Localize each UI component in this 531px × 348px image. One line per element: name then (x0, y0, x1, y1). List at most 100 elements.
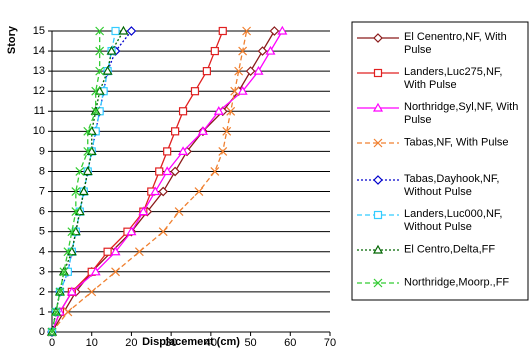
marker (75, 167, 85, 176)
marker (174, 207, 184, 217)
marker (158, 186, 169, 197)
y-tick-label: 3 (39, 266, 45, 278)
legend-label: Northridge,Syl,NF, With Pulse (404, 101, 519, 126)
legend-marker (373, 68, 383, 78)
marker (202, 67, 211, 76)
marker (218, 146, 228, 156)
legend-marker (373, 278, 383, 288)
y-tick-label: 6 (39, 206, 45, 218)
legend-marker (373, 138, 383, 148)
marker (55, 287, 65, 297)
y-tick-label: 14 (33, 45, 45, 57)
marker (234, 66, 244, 76)
marker (111, 267, 120, 277)
marker (126, 226, 137, 236)
series-line (51, 30, 125, 333)
marker (178, 107, 188, 116)
marker (158, 227, 168, 237)
series-line (51, 30, 132, 333)
marker (126, 26, 137, 36)
y-tick-label: 7 (39, 185, 45, 197)
marker (51, 307, 61, 317)
marker (171, 127, 180, 136)
marker (71, 207, 81, 217)
marker (277, 25, 288, 35)
series-line (51, 30, 283, 333)
marker (163, 147, 172, 156)
marker (237, 85, 248, 95)
x-tick-label: 30 (165, 337, 177, 348)
marker (178, 146, 189, 155)
marker (111, 26, 120, 36)
marker (138, 206, 149, 216)
marker (134, 247, 144, 257)
legend-label: Tabas,Dayhook,NF, Without Pulse (404, 173, 500, 198)
marker (210, 46, 219, 56)
marker (63, 247, 73, 257)
marker (226, 106, 236, 116)
legend-marker (373, 175, 383, 185)
marker (213, 106, 224, 115)
series-line (51, 31, 101, 333)
series-line (51, 30, 117, 333)
y-tick-label: 0 (39, 326, 45, 338)
legend-label: Northridge,Moorp.,FF (404, 276, 510, 289)
x-tick-label: 50 (244, 337, 256, 348)
marker (242, 26, 252, 36)
y-tick-label: 4 (39, 246, 45, 258)
x-tick-label: 70 (324, 337, 336, 348)
y-tick-label: 10 (33, 125, 45, 137)
marker (269, 26, 280, 36)
x-axis-title: Displacement (cm) (142, 336, 240, 348)
x-tick-label: 10 (86, 337, 98, 348)
marker (91, 106, 101, 116)
legend-marker (373, 210, 383, 220)
marker (103, 247, 112, 256)
legend-label: Landers,Luc000,NF, Without Pulse (404, 208, 503, 233)
y-tick-label: 12 (33, 85, 45, 97)
legend-label: Landers,Luc275,NF, With Pulse (404, 66, 503, 91)
marker (194, 187, 204, 196)
marker (118, 25, 129, 35)
marker (170, 166, 180, 177)
marker (83, 146, 93, 156)
y-tick-label: 1 (39, 306, 45, 318)
marker (90, 266, 101, 276)
marker (82, 166, 93, 176)
marker (265, 45, 276, 55)
marker (197, 126, 208, 135)
marker (95, 46, 105, 56)
legend-label: El Cenentro,NF, With Pulse (404, 31, 507, 56)
marker (150, 186, 161, 196)
marker (95, 26, 105, 36)
marker (63, 307, 73, 317)
marker (245, 66, 256, 76)
marker (162, 166, 173, 176)
x-tick-label: 60 (284, 337, 296, 348)
y-tick-label: 11 (34, 105, 45, 117)
marker (67, 227, 77, 237)
legend-label: Tabas,NF, With Pulse (404, 136, 509, 149)
marker (83, 126, 93, 136)
y-tick-label: 8 (39, 165, 45, 177)
marker (230, 86, 240, 96)
x-tick-label: 0 (49, 337, 55, 348)
marker (66, 286, 77, 296)
marker (222, 126, 232, 136)
legend-label: El Centro,Delta,FF (404, 243, 496, 256)
marker (106, 45, 117, 55)
marker (253, 65, 264, 75)
legend-marker (373, 33, 383, 43)
marker (71, 187, 81, 196)
marker (155, 167, 164, 176)
series-line (51, 30, 248, 333)
marker (78, 186, 89, 196)
y-tick-label: 13 (33, 65, 45, 77)
x-tick-label: 40 (205, 337, 217, 348)
marker (238, 46, 248, 56)
series-line (51, 30, 224, 333)
y-tick-label: 2 (39, 286, 45, 298)
marker (87, 287, 97, 297)
marker (91, 86, 101, 96)
